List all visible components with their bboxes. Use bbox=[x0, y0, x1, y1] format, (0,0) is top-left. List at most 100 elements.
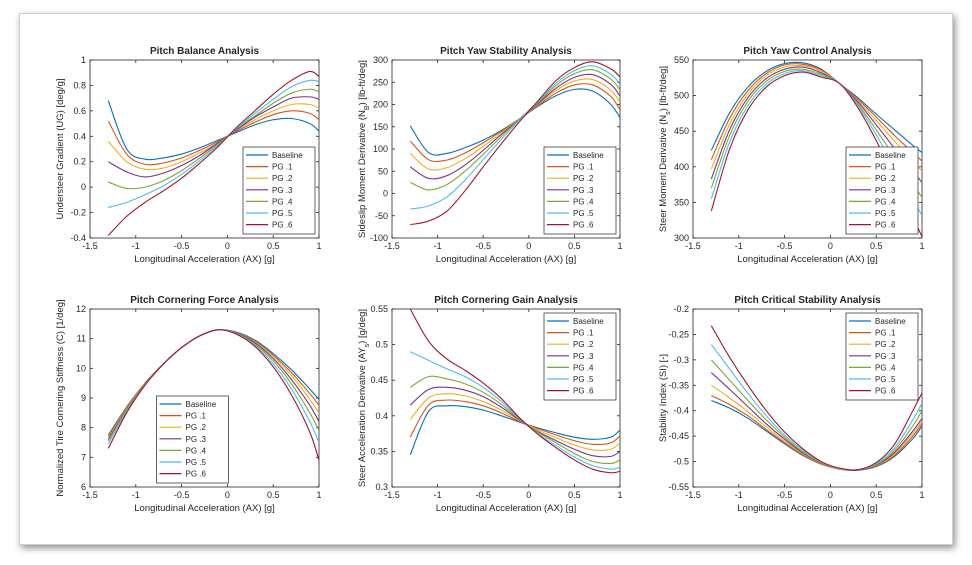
y-tick-label: 550 bbox=[674, 55, 689, 65]
x-axis-label: Longitudinal Acceleration (AX) [g] bbox=[134, 503, 274, 514]
series-line-pg-4 bbox=[108, 88, 319, 190]
y-tick-label: 0.6 bbox=[73, 106, 86, 116]
y-tick-label: 6 bbox=[81, 482, 86, 492]
y-axis-label: Normalized Tire Cornering Stiffness (C) … bbox=[55, 299, 66, 496]
y-axis-label: Steer Acceleration Derivative (AYs) [g/d… bbox=[357, 309, 371, 487]
y-tick-label: 500 bbox=[674, 91, 689, 101]
y-tick-label: 350 bbox=[674, 197, 689, 207]
x-tick-label: 0 bbox=[828, 241, 833, 251]
legend: Baseline PG .1 PG .2 PG .3 PG .4 PG .5 PG .6 bbox=[242, 146, 316, 235]
series-line-pg-1 bbox=[107, 110, 319, 166]
y-tick-label: 1 bbox=[81, 55, 86, 65]
legend-entry: PG .2 bbox=[186, 423, 207, 432]
x-tick-label: 0.5 bbox=[870, 490, 883, 500]
legend-entry: PG .3 bbox=[272, 186, 293, 195]
x-tick-label: 1 bbox=[617, 490, 622, 500]
x-tick-label: -1.5 bbox=[384, 490, 400, 500]
legend-entry: PG .4 bbox=[573, 363, 594, 372]
series-line-pg-6 bbox=[409, 309, 620, 474]
y-tick-label: 0.4 bbox=[73, 131, 86, 141]
legend-box bbox=[242, 146, 316, 235]
y-tick-label: -0.4 bbox=[70, 233, 86, 243]
series-line-pg-3 bbox=[108, 96, 319, 178]
legend-entry: Baseline bbox=[875, 151, 906, 160]
y-tick-label: 450 bbox=[674, 126, 689, 136]
legend-entry: Baseline bbox=[573, 317, 604, 326]
legend-entry: PG .5 bbox=[875, 375, 896, 384]
y-tick-label: 50 bbox=[378, 166, 388, 176]
legend-entry: PG .1 bbox=[875, 329, 896, 338]
x-axis-label: Longitudinal Acceleration (AX) [g] bbox=[436, 254, 576, 265]
y-tick-label: 0 bbox=[81, 182, 86, 192]
series-line-baseline bbox=[107, 100, 319, 161]
x-tick-label: -1 bbox=[735, 490, 743, 500]
y-tick-label: -0.35 bbox=[668, 380, 689, 390]
legend-entry: PG .3 bbox=[875, 186, 896, 195]
x-tick-label: 0.5 bbox=[568, 490, 581, 500]
y-tick-label: -0.2 bbox=[70, 208, 86, 218]
series-line-pg-1 bbox=[710, 63, 922, 162]
y-tick-label: 0.45 bbox=[370, 375, 388, 385]
y-tick-label: 12 bbox=[76, 304, 86, 314]
series-line-pg-6 bbox=[710, 325, 922, 471]
y-tick-label: 11 bbox=[77, 334, 86, 344]
chart-title: Pitch Balance Analysis bbox=[150, 46, 260, 57]
y-tick-label: -50 bbox=[375, 211, 388, 221]
legend-entry: PG .6 bbox=[186, 470, 207, 479]
y-tick-label: -0.2 bbox=[673, 304, 689, 314]
chart-title: Pitch Yaw Stability Analysis bbox=[440, 46, 572, 57]
y-tick-label: 400 bbox=[674, 162, 689, 172]
x-tick-label: 0 bbox=[526, 241, 531, 251]
series-line-pg-4 bbox=[410, 69, 620, 191]
chart-title: Pitch Cornering Gain Analysis bbox=[434, 295, 578, 306]
series-line-pg-5 bbox=[108, 79, 319, 209]
legend-entry: PG .5 bbox=[186, 458, 207, 467]
legend-entry: PG .4 bbox=[573, 197, 594, 206]
x-tick-label: 0.5 bbox=[267, 490, 280, 500]
y-axis-label: Understeer Gradient (UG) [deg/g] bbox=[55, 79, 66, 220]
y-axis-label: Sideslip Moment Derivative (NB) [lb-ft/d… bbox=[357, 60, 371, 238]
series-line-pg-5 bbox=[410, 65, 620, 210]
y-tick-label: 0.35 bbox=[370, 446, 388, 456]
legend-entry: PG .3 bbox=[186, 435, 207, 444]
x-axis-label: Longitudinal Acceleration (AX) [g] bbox=[134, 254, 274, 265]
legend-entry: PG .2 bbox=[573, 174, 594, 183]
x-tick-label: 0.5 bbox=[267, 241, 280, 251]
legend-entry: PG .4 bbox=[186, 446, 207, 455]
y-tick-label: 250 bbox=[373, 77, 388, 87]
legend-entry: PG .5 bbox=[573, 209, 594, 218]
y-tick-label: -0.5 bbox=[673, 457, 689, 467]
y-tick-label: 0.55 bbox=[370, 304, 388, 314]
y-tick-label: -0.45 bbox=[668, 431, 689, 441]
x-tick-label: -1.5 bbox=[82, 490, 98, 500]
legend-entry: PG .3 bbox=[875, 352, 896, 361]
legend-entry: PG .5 bbox=[573, 375, 594, 384]
y-tick-label: 0.4 bbox=[375, 411, 388, 421]
x-tick-label: 0 bbox=[828, 490, 833, 500]
legend-entry: PG .1 bbox=[186, 412, 207, 421]
legend-entry: PG .2 bbox=[875, 174, 896, 183]
chart-panel-2: -1.5 -1 -0.5 0 0.5 1 -100 -50 0 50 100 150 200 250 300… bbox=[357, 46, 623, 265]
x-tick-label: -0.5 bbox=[475, 490, 491, 500]
x-tick-label: -0.5 bbox=[777, 241, 793, 251]
x-tick-label: -1.5 bbox=[685, 490, 701, 500]
legend-box bbox=[845, 312, 919, 401]
y-tick-label: -0.4 bbox=[673, 406, 689, 416]
x-tick-label: -0.5 bbox=[475, 241, 491, 251]
legend: Baseline PG .1 PG .2 PG .3 PG .4 PG .5 PG .6 bbox=[845, 146, 919, 235]
legend-entry: PG .5 bbox=[272, 209, 293, 218]
legend-entry: Baseline bbox=[875, 317, 906, 326]
x-tick-label: 1 bbox=[919, 490, 924, 500]
legend-entry: Baseline bbox=[272, 151, 303, 160]
chart-panel-6: -1.5 -1 -0.5 0 0.5 1 -0.55 -0.5 -0.45 -0.4 -0.35 -0… bbox=[658, 295, 925, 514]
series-line-pg-6 bbox=[410, 61, 620, 226]
chart-panel-3: -1.5 -1 -0.5 0 0.5 1 300 350 400 450 500 550 Pitch Y… bbox=[658, 46, 925, 265]
x-tick-label: 0.5 bbox=[870, 241, 883, 251]
chart-title: Pitch Yaw Control Analysis bbox=[743, 46, 872, 57]
legend-entry: PG .1 bbox=[573, 329, 594, 338]
legend-entry: PG .1 bbox=[875, 163, 896, 172]
legend-entry: PG .4 bbox=[875, 197, 896, 206]
legend-box bbox=[845, 146, 919, 235]
x-axis-label: Longitudinal Acceleration (AX) [g] bbox=[737, 254, 877, 265]
legend-entry: PG .6 bbox=[875, 387, 896, 396]
